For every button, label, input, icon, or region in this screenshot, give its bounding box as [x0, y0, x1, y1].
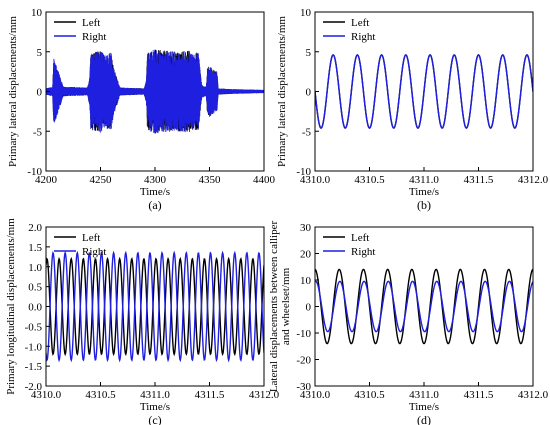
- panel-label: (d): [417, 413, 431, 425]
- legend-label-right: Right: [351, 246, 375, 258]
- y-tick-label: 5: [37, 47, 43, 59]
- x-tick-label: 4300: [144, 174, 167, 186]
- y-tick-label: 0.5: [28, 282, 42, 294]
- x-axis-label: Time/s: [140, 401, 170, 413]
- y-axis-label: Primary lateral displacements/mm: [7, 16, 19, 167]
- x-tick-label: 4311.5: [195, 389, 225, 401]
- y-tick-label: -0.5: [25, 321, 43, 333]
- y-tick-label: -1.5: [25, 361, 43, 373]
- legend-label-left: Left: [82, 232, 100, 244]
- series-line-right: [46, 49, 264, 134]
- series-line-right: [46, 250, 264, 363]
- series-line-left: [46, 256, 264, 357]
- y-tick-label: 5: [306, 47, 312, 59]
- legend-label-right: Right: [82, 246, 106, 258]
- y-tick-label: 0: [37, 87, 43, 99]
- series-group: [46, 250, 264, 363]
- y-tick-label: -5: [302, 126, 312, 138]
- y-tick-label: -30: [296, 381, 311, 393]
- x-tick-label: 4250: [90, 174, 113, 186]
- series-group: [46, 49, 264, 134]
- y-tick-label: 10: [300, 275, 312, 287]
- x-tick-label: 4311.0: [140, 389, 170, 401]
- x-tick-label: 4310.5: [354, 389, 385, 401]
- series-line-right: [315, 280, 533, 333]
- y-tick-label: 20: [300, 249, 312, 261]
- legend-label-right: Right: [351, 31, 375, 43]
- x-tick-label: 4310.5: [354, 174, 385, 186]
- y-tick-label: -5: [33, 126, 43, 138]
- panel-label: (c): [148, 413, 161, 425]
- x-tick-label: 4311.0: [409, 174, 439, 186]
- series-line-left: [315, 268, 533, 345]
- y-tick-label: 1.0: [28, 262, 42, 274]
- x-tick-label: 4310.0: [31, 389, 62, 401]
- x-tick-label: 4312.0: [249, 389, 280, 401]
- panel-b: 4310.0 4310.5 4311.0 4311.5 4312.0 -10 -5 0 5 10 T…: [276, 7, 549, 212]
- x-tick-label: 4311.5: [464, 389, 494, 401]
- x-tick-label: 4200: [35, 174, 58, 186]
- y-tick-label: 10: [31, 7, 43, 19]
- x-tick-label: 4310.0: [300, 389, 331, 401]
- y-tick-label: 0: [306, 302, 312, 314]
- x-tick-label: 4310.5: [85, 389, 116, 401]
- x-tick-label: 4311.5: [464, 174, 494, 186]
- series-group: [315, 268, 533, 345]
- y-tick-label: 1.5: [28, 242, 42, 254]
- series-line-right: [315, 54, 533, 129]
- y-tick-label: 30: [300, 222, 312, 234]
- y-axis-label: Primary lateral displacements/mm: [276, 16, 288, 167]
- x-axis-label: Time/s: [140, 186, 170, 198]
- legend-label-left: Left: [351, 232, 369, 244]
- y-tick-label: -10: [296, 166, 311, 178]
- y-axis-label: Lateral displacements between calliperan…: [268, 221, 292, 393]
- series-group: [315, 54, 533, 129]
- y-axis-label: Primary longitudinal displacements/mm: [5, 218, 17, 395]
- legend-label-right: Right: [82, 31, 106, 43]
- y-tick-label: 10: [300, 7, 312, 19]
- panel-a: 4200 4250 4300 4350 4400 -10 -5 0 5 10 Time/s Prima…: [7, 7, 276, 212]
- y-tick-label: -20: [296, 355, 311, 367]
- x-tick-label: 4350: [199, 174, 222, 186]
- y-tick-label: -10: [296, 328, 311, 340]
- x-tick-label: 4311.0: [409, 389, 439, 401]
- x-tick-label: 4400: [253, 174, 276, 186]
- y-tick-label: -1.0: [25, 341, 43, 353]
- legend-label-left: Left: [82, 17, 100, 29]
- x-tick-label: 4312.0: [518, 389, 549, 401]
- panel-d: 4310.0 4310.5 4311.0 4311.5 4312.0 -30 -20 -10 0…: [268, 221, 549, 425]
- x-tick-label: 4312.0: [518, 174, 549, 186]
- plot-frame: [314, 226, 534, 387]
- legend-label-left: Left: [351, 17, 369, 29]
- y-tick-label: 0.0: [28, 302, 42, 314]
- panel-label: (a): [148, 198, 161, 212]
- panel-c: 4310.0 4310.5 4311.0 4311.5 4312.0 -2.0 -1.5 -1…: [5, 218, 280, 425]
- y-tick-label: -10: [27, 166, 42, 178]
- y-tick-label: -2.0: [25, 381, 43, 393]
- y-tick-label: 0: [306, 87, 312, 99]
- x-axis-label: Time/s: [409, 186, 439, 198]
- x-axis-label: Time/s: [409, 401, 439, 413]
- x-tick-label: 4310.0: [300, 174, 331, 186]
- panel-label: (b): [417, 198, 431, 212]
- y-tick-label: 2.0: [28, 222, 42, 234]
